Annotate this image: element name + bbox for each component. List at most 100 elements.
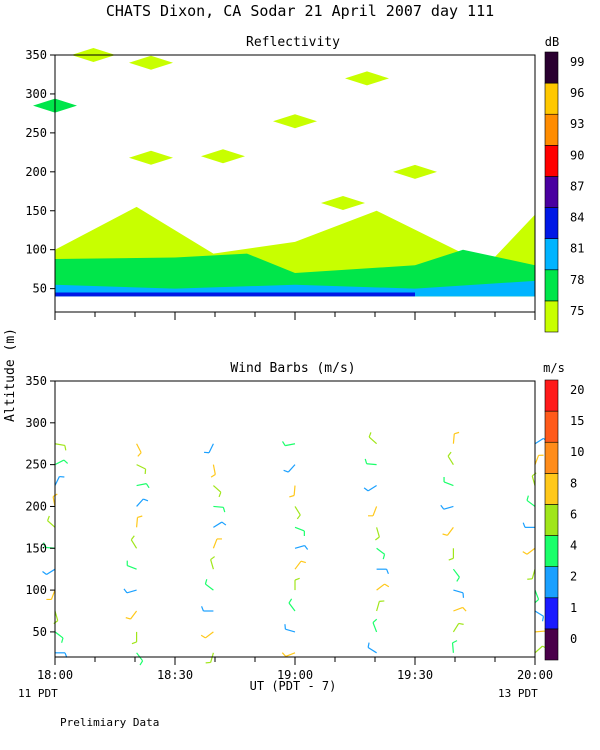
right-footer: 13 PDT [498,687,538,700]
wind-y-tick-label: 200 [25,499,47,513]
left-footer: 11 PDT [18,687,58,700]
wind-barb-flag [210,473,216,478]
wind-barb [50,589,56,600]
reflectivity-colorbar-label: 90 [570,148,584,162]
wind-colorbar-swatch [544,628,559,661]
wind-barb-flag [137,452,142,457]
reflectivity-colorbar-label: 93 [570,117,584,131]
wind-barb-flag [382,554,386,560]
wind-barb [205,631,214,639]
wind-barb-flag [375,536,380,541]
reflectivity-patch [273,114,317,129]
wind-barb [368,436,378,445]
wind-barb [376,583,385,591]
reflectivity-y-tick-label: 300 [25,87,47,101]
wind-barb [372,622,378,633]
wind-colorbar-label: 10 [570,445,584,459]
wind-barb-flag [137,515,143,518]
reflectivity-colorbar-swatch [544,145,559,177]
reflectivity-colorbar-label: 87 [570,179,584,193]
wind-barb-flag [63,459,69,464]
wind-barb-flag [282,441,286,446]
reflectivity-y-tick-label: 50 [33,282,47,296]
wind-barb [285,443,296,447]
x-axis-label: UT (PDT - 7) [250,679,337,693]
wind-barb-flag [368,432,372,438]
wind-barb [366,463,377,466]
reflectivity-colorbar-swatch [544,113,559,146]
reflectivity-axes: 50 100 150 200 250 300 350 [25,48,536,320]
wind-colorbar: 0 1 2 4 6 8 10 15 20 [544,379,584,661]
wind-barb-flag [294,577,300,581]
wind-barb [526,499,536,507]
wind-barb [136,483,147,487]
wind-barb [452,433,455,444]
wind-barb-flag [300,560,306,564]
wind-colorbar-swatch [544,379,559,412]
wind-y-tick-label: 100 [25,583,47,597]
wind-barb [136,464,146,470]
wind-colorbar-swatch [544,566,559,599]
wind-barb [294,506,301,516]
reflectivity-patch [321,195,365,210]
wind-y-tick-label: 150 [25,541,47,555]
wind-barb-flag [123,588,128,594]
wind-barb [285,652,296,657]
wind-barb-flag [204,579,208,585]
wind-barb [285,628,296,633]
reflectivity-colorbar-label: 99 [570,55,584,69]
wind-barb-flag [363,487,369,492]
wind-barbs-panel: Wind Barbs (m/s) m/s 5010015020025030035… [25,361,584,682]
wind-barb-flag [200,634,206,639]
reflectivity-colorbar-swatch [544,238,559,271]
wind-barb-flag [448,557,454,561]
wind-barb-flag [61,637,64,643]
wind-barb [372,506,378,517]
wind-barb [367,647,377,654]
wind-barb-flag [296,514,301,520]
y-axis-label: Altitude (m) [3,328,18,422]
reflectivity-patch [393,164,437,179]
wind-barb-flag [201,606,204,612]
wind-barb [534,610,544,617]
wind-barb [293,485,296,496]
wind-barb [288,602,296,612]
wind-barb-flag [462,607,467,612]
reflectivity-y-tick-label: 100 [25,243,47,257]
wind-barb [443,481,454,487]
wind-barb-flag [372,618,378,624]
reflectivity-field [33,48,535,297]
reflectivity-layer [55,249,535,297]
wind-barb [127,565,137,570]
wind-barb [212,464,216,475]
wind-barb [287,464,296,473]
reflectivity-patch [129,55,173,70]
wind-barb-flag [218,492,222,498]
reflectivity-title: Reflectivity [246,35,340,50]
wind-barb [526,547,536,555]
wind-barb [136,443,142,453]
wind-x-tick-label: 18:30 [157,668,193,682]
wind-x-tick-label: 18:00 [37,668,73,682]
wind-barb-flag [304,545,309,550]
wind-barb [130,539,138,549]
wind-barb [294,544,305,549]
wind-barb-flag [47,515,50,521]
wind-barb-flag [143,498,149,502]
reflectivity-layer [55,292,415,297]
wind-barb-flag [210,556,215,561]
wind-barb [54,631,64,639]
reflectivity-colorbar-label: 84 [570,211,584,225]
wind-barb-flag [221,521,227,526]
figure-title: CHATS Dixon, CA Sodar 21 April 2007 day … [106,2,494,20]
wind-barb [130,610,138,620]
wind-colorbar-label: 15 [570,414,584,428]
wind-barb-flag [288,598,293,604]
wind-barb-flag [222,507,226,513]
wind-barb [534,630,546,633]
wind-barb [46,568,56,575]
reflectivity-colorbar-swatch [544,82,559,115]
wind-barb [534,455,540,465]
wind-barb-flag [53,620,59,625]
wind-barb [208,443,214,453]
